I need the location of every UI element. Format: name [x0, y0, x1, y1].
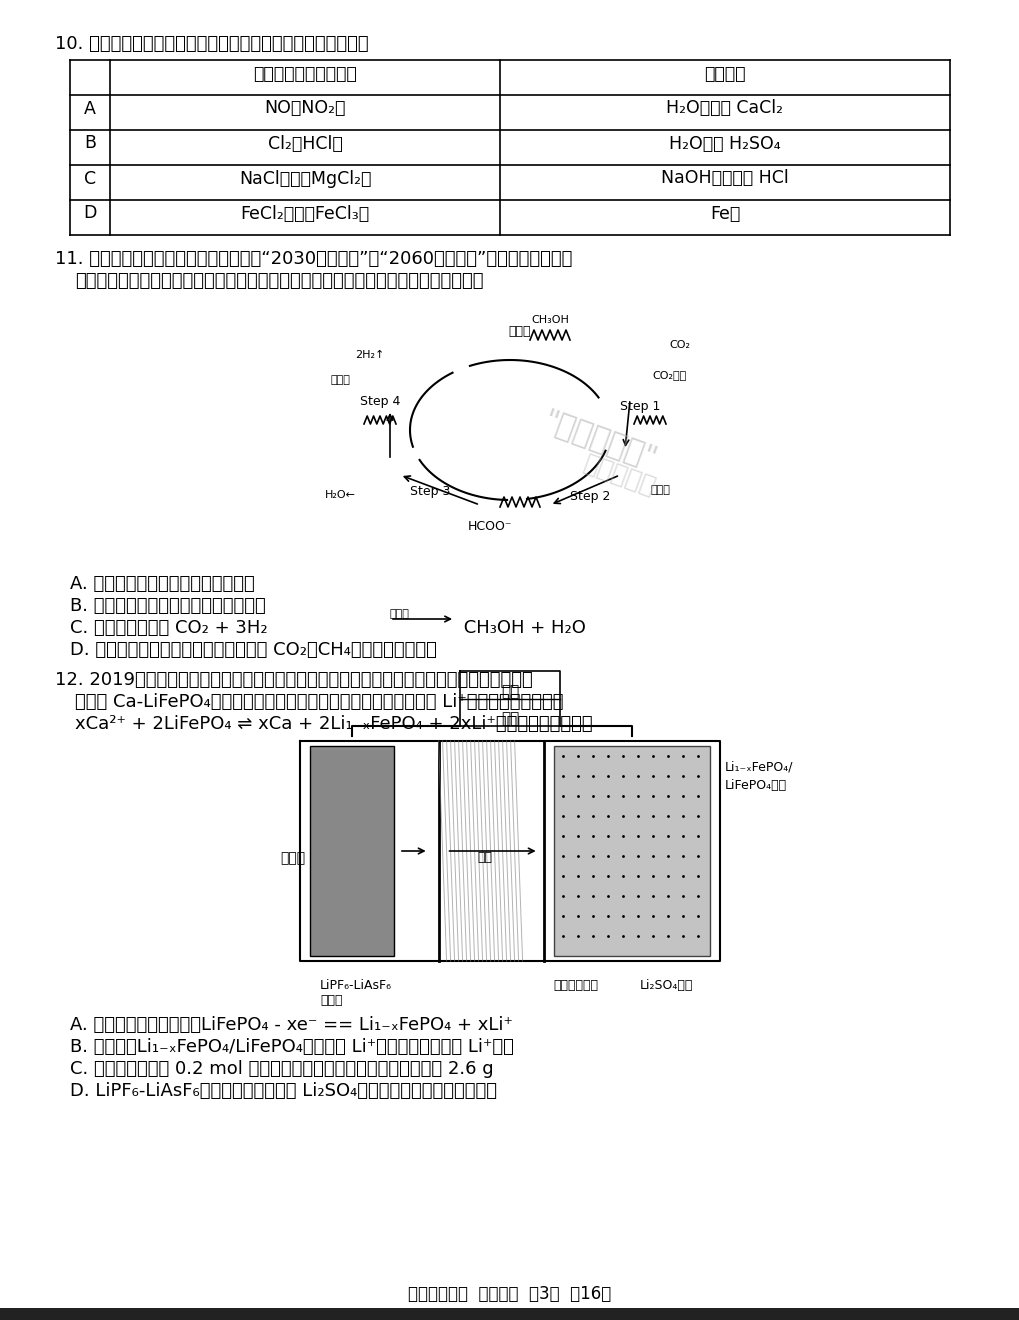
Text: C. 总反应方程式为 CO₂ + 3H₂: C. 总反应方程式为 CO₂ + 3H₂	[70, 619, 273, 638]
Text: 物质（括号内为杂质）: 物质（括号内为杂质）	[253, 65, 357, 82]
Text: 除杂试剂: 除杂试剂	[703, 65, 745, 82]
Text: H₂O←: H₂O←	[324, 490, 356, 500]
Text: 催化剂: 催化剂	[330, 375, 350, 385]
Text: 多聚胺: 多聚胺	[508, 325, 531, 338]
Polygon shape	[310, 746, 393, 956]
Text: B. 反应过程中只有极性键的断裂和形成: B. 反应过程中只有极性键的断裂和形成	[70, 597, 266, 615]
Text: A. 放电时，负极反应为：LiFePO₄ - xe⁻ == Li₁₋ₓFePO₄ + xLi⁺: A. 放电时，负极反应为：LiFePO₄ - xe⁻ == Li₁₋ₓFePO₄…	[70, 1016, 513, 1034]
Text: 高三枚收网题  理科综合  第3页  共16页: 高三枚收网题 理科综合 第3页 共16页	[408, 1284, 611, 1303]
Polygon shape	[553, 746, 709, 956]
Text: 充电: 充电	[500, 711, 519, 726]
Text: Fe粉: Fe粉	[709, 205, 740, 223]
Text: NaCl溶液（MgCl₂）: NaCl溶液（MgCl₂）	[238, 169, 371, 187]
Text: Li₂SO₄溶液: Li₂SO₄溶液	[639, 979, 693, 993]
Text: 2H₂↑: 2H₂↑	[355, 350, 384, 360]
Text: 催化剂: 催化剂	[389, 609, 410, 619]
Text: 11. 为应对全球气候问题，中国政府承诺“2030年碳达峰”、“2060年碳中和”。科学家使用络合: 11. 为应对全球气候问题，中国政府承诺“2030年碳达峰”、“2060年碳中和…	[55, 249, 572, 268]
Text: 膜嵌: 膜嵌	[477, 851, 492, 865]
Text: 12. 2019年诺贝尔化学奖颁给在锂离子电池发展方面作出突出贡献的三位科学家。下面是最近: 12. 2019年诺贝尔化学奖颁给在锂离子电池发展方面作出突出贡献的三位科学家。…	[55, 671, 532, 689]
Text: D. LiPF₆-LiAsF₆为非水电解质，其与 Li₂SO₄溶液的主要作用都是传递离子: D. LiPF₆-LiAsF₆为非水电解质，其与 Li₂SO₄溶液的主要作用都是…	[70, 1082, 496, 1100]
Text: C. 充电时，当转移 0.2 mol 电子时，理论上左室中电解质的质量减轻 2.6 g: C. 充电时，当转移 0.2 mol 电子时，理论上左室中电解质的质量减轻 2.…	[70, 1060, 493, 1078]
Text: A. 该反应若得以推广将有利于碳中和: A. 该反应若得以推广将有利于碳中和	[70, 576, 255, 593]
Text: B. 充电时，Li₁₋ₓFePO₄/LiFePO₄电极发生 Li⁺脱嵌，放电时发生 Li⁺嵌入: B. 充电时，Li₁₋ₓFePO₄/LiFePO₄电极发生 Li⁺脱嵌，放电时发…	[70, 1038, 514, 1056]
Text: Step 1: Step 1	[620, 400, 659, 413]
Text: Step 2: Step 2	[570, 490, 609, 503]
Text: xCa²⁺ + 2LiFePO₄ ⇌ xCa + 2Li₁₋ₓFePO₄ + 2xLi⁺。下列说法错误的是: xCa²⁺ + 2LiFePO₄ ⇌ xCa + 2Li₁₋ₓFePO₄ + 2…	[75, 715, 592, 733]
Text: 锂离子导体膜: 锂离子导体膜	[553, 979, 598, 993]
Text: Li₁₋ₓFePO₄/: Li₁₋ₓFePO₄/	[725, 762, 793, 774]
Text: B: B	[84, 135, 96, 153]
Text: CH₃OH: CH₃OH	[531, 315, 569, 325]
Text: 10. 下列除杂试剂选用正确且除杂过程不涉及氧化还原反应的是: 10. 下列除杂试剂选用正确且除杂过程不涉及氧化还原反应的是	[55, 36, 368, 53]
Text: C: C	[84, 169, 96, 187]
Text: 物作催化剂，用多聚物来捕获二氧化碳，反应可能的过程如图所示。下列叙述错误的是: 物作催化剂，用多聚物来捕获二氧化碳，反应可能的过程如图所示。下列叙述错误的是	[75, 272, 483, 290]
Text: D. 开发太阳能、风能等再生能源可降低 CO₂、CH₄温室气体的碳排放: D. 开发太阳能、风能等再生能源可降低 CO₂、CH₄温室气体的碳排放	[70, 642, 436, 659]
Text: Step 3: Step 3	[410, 484, 449, 498]
Text: LiPF₆-LiAsF₆: LiPF₆-LiAsF₆	[320, 979, 391, 993]
Bar	[0, 1308, 1019, 1320]
Text: CO₂捕获: CO₂捕获	[652, 370, 687, 380]
Text: HCOO⁻: HCOO⁻	[468, 520, 512, 533]
Text: NaOH溶液、稀 HCl: NaOH溶液、稀 HCl	[660, 169, 788, 187]
Text: "高考早知道": "高考早知道"	[539, 407, 660, 474]
Text: A: A	[84, 99, 96, 117]
Text: Step 4: Step 4	[360, 395, 399, 408]
Text: 催化剂: 催化剂	[649, 484, 669, 495]
Text: H₂O、无水 CaCl₂: H₂O、无水 CaCl₂	[665, 99, 783, 117]
Text: 电解质: 电解质	[320, 994, 342, 1007]
Text: Cl₂（HCl）: Cl₂（HCl）	[267, 135, 342, 153]
Text: 研发的 Ca-LiFePO₄可充电电池的工作示意图，锂离子导体膜只允许 Li⁺通过，电池反应为：: 研发的 Ca-LiFePO₄可充电电池的工作示意图，锂离子导体膜只允许 Li⁺通…	[75, 693, 562, 711]
Text: LiFePO₄电极: LiFePO₄电极	[725, 779, 787, 792]
Text: H₂O、浓 H₂SO₄: H₂O、浓 H₂SO₄	[668, 135, 781, 153]
Text: NO（NO₂）: NO（NO₂）	[264, 99, 345, 117]
Text: FeCl₂溶液（FeCl₃）: FeCl₂溶液（FeCl₃）	[240, 205, 369, 223]
Text: 高考早知道: 高考早知道	[580, 451, 658, 499]
Text: CO₂: CO₂	[668, 341, 690, 350]
Text: 放电: 放电	[500, 684, 519, 700]
Text: D: D	[84, 205, 97, 223]
Text: 钙电极: 钙电极	[279, 851, 305, 865]
Text: CH₃OH + H₂O: CH₃OH + H₂O	[458, 619, 585, 638]
